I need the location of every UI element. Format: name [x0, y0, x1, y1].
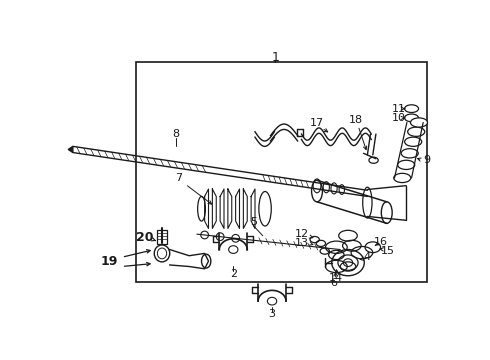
- Bar: [157, 230, 168, 244]
- Text: 13: 13: [294, 238, 309, 248]
- Ellipse shape: [398, 160, 415, 170]
- Ellipse shape: [405, 105, 418, 112]
- Text: 4: 4: [364, 252, 371, 262]
- Ellipse shape: [401, 149, 418, 158]
- Ellipse shape: [394, 173, 411, 183]
- Text: 18: 18: [349, 115, 363, 125]
- Text: 20: 20: [136, 231, 154, 244]
- Ellipse shape: [405, 114, 418, 122]
- Text: 15: 15: [381, 246, 395, 256]
- Text: 11: 11: [392, 104, 406, 114]
- Text: 5: 5: [250, 217, 257, 227]
- Ellipse shape: [411, 118, 427, 127]
- Text: 3: 3: [269, 309, 275, 319]
- Ellipse shape: [408, 127, 425, 136]
- Text: 16: 16: [373, 237, 388, 247]
- Bar: [136, 62, 427, 282]
- Polygon shape: [68, 147, 73, 153]
- Text: 12: 12: [294, 229, 309, 239]
- Text: 1: 1: [271, 50, 279, 64]
- Text: 2: 2: [230, 269, 237, 279]
- Text: 17: 17: [310, 117, 324, 127]
- Text: 9: 9: [423, 155, 431, 165]
- Text: 10: 10: [392, 113, 406, 123]
- Text: 19: 19: [100, 255, 118, 267]
- Text: 14: 14: [329, 273, 343, 283]
- Text: 8: 8: [172, 129, 179, 139]
- Ellipse shape: [405, 137, 422, 147]
- Text: 6: 6: [331, 278, 338, 288]
- Text: 7: 7: [175, 173, 183, 183]
